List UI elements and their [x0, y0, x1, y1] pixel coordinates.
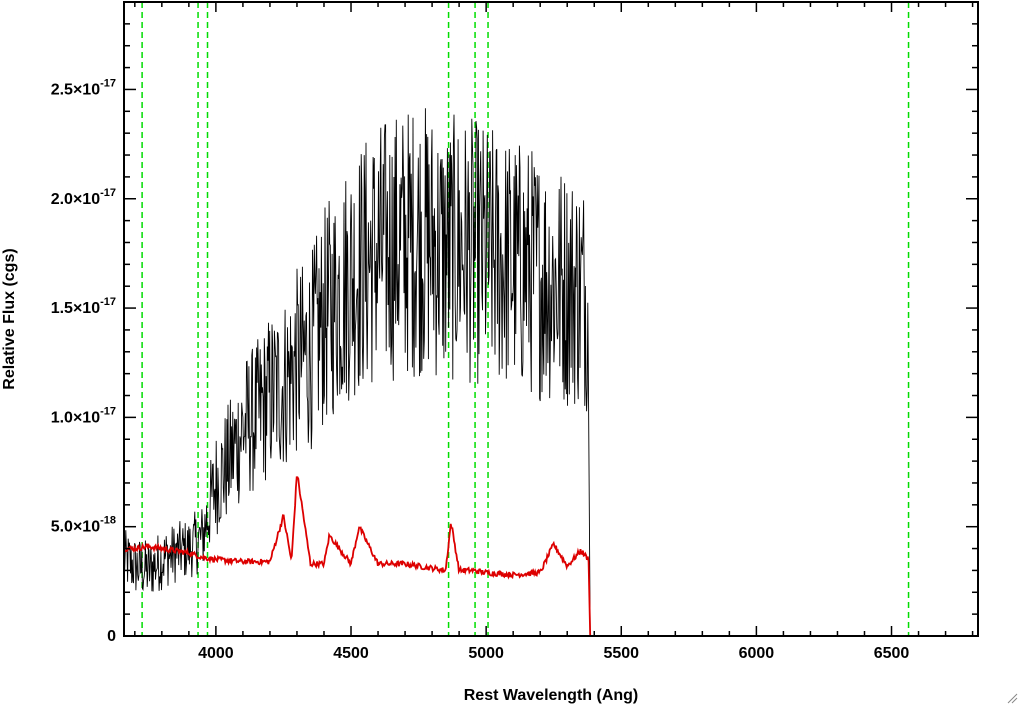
- reference-lines: [141, 2, 910, 636]
- resize-grip-icon[interactable]: [1006, 692, 1018, 704]
- x-tick-label: 6500: [874, 645, 910, 662]
- y-tick-labels: 0 5.0×10-18 1.0×10-17 1.5×10-17 2.0×10-17 2.5…: [51, 77, 116, 645]
- y-tick-label: 0: [107, 628, 116, 645]
- x-tick-label: 5000: [468, 645, 504, 662]
- series-line-1: [123, 476, 978, 637]
- x-tick-label: 4000: [198, 645, 234, 662]
- plot-frame: [123, 1, 979, 637]
- y-tick-label: 5.0×10-18: [51, 515, 116, 536]
- x-tick-labels: 4000 4500 5000 5500 6000 6500: [198, 645, 909, 662]
- series-line-0: [123, 108, 978, 637]
- series-layer: [123, 108, 978, 637]
- y-tick-label: 1.5×10-17: [51, 296, 116, 317]
- x-tick-label: 4500: [333, 645, 369, 662]
- x-axis-label: Rest Wavelength (Ang): [464, 687, 639, 704]
- y-tick-label: 1.0×10-17: [51, 405, 116, 426]
- y-axis-label: Relative Flux (cgs): [1, 248, 18, 389]
- x-tick-label: 5500: [603, 645, 639, 662]
- x-tick-label: 6000: [739, 645, 775, 662]
- y-tick-label: 2.5×10-17: [51, 77, 116, 98]
- y-tick-label: 2.0×10-17: [51, 187, 116, 208]
